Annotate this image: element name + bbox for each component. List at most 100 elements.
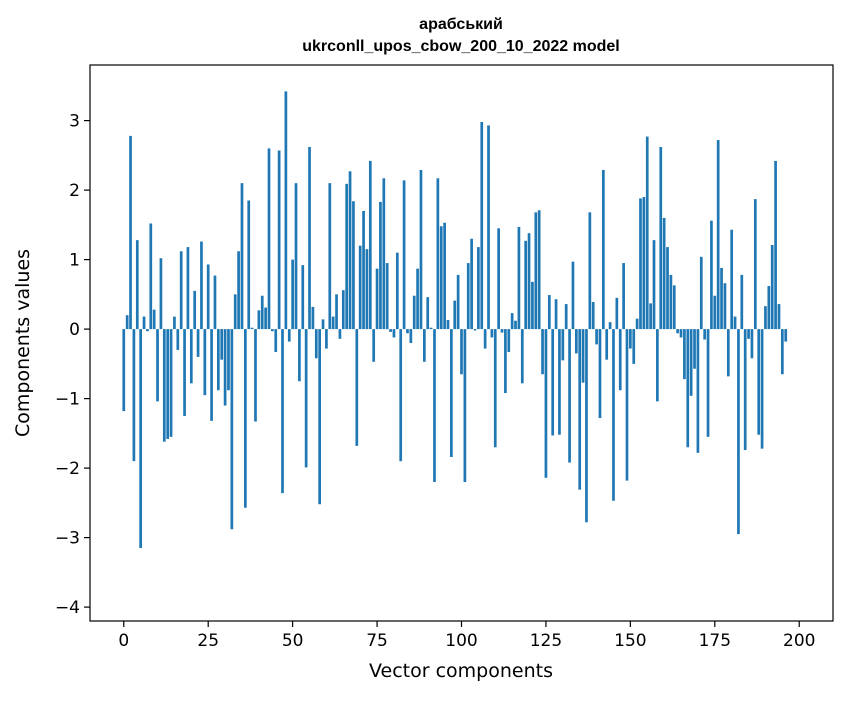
bars-group	[122, 91, 788, 549]
bar	[321, 319, 325, 330]
bar	[382, 178, 386, 330]
bar	[493, 329, 497, 448]
bar	[237, 251, 240, 330]
bar	[463, 329, 467, 482]
bar	[693, 329, 696, 369]
bar	[699, 256, 703, 330]
bar	[325, 329, 328, 349]
bar	[473, 329, 477, 331]
x-tick-label: 125	[530, 631, 562, 651]
x-tick-label: 150	[614, 631, 646, 651]
bar	[392, 329, 396, 338]
x-tick-label: 100	[445, 631, 477, 651]
bar	[504, 329, 507, 394]
bar	[710, 220, 713, 330]
bar	[298, 329, 301, 382]
bar	[487, 125, 490, 330]
bar	[125, 315, 129, 330]
x-tick-label: 25	[197, 631, 219, 651]
bar	[318, 329, 321, 505]
y-tick-label: 3	[69, 112, 80, 132]
bar	[740, 274, 744, 330]
bar	[510, 313, 514, 330]
bar	[423, 329, 426, 362]
bar	[676, 329, 679, 334]
bar	[152, 309, 156, 330]
bar	[544, 329, 548, 478]
bar	[541, 329, 544, 375]
y-axis-label: Components values	[12, 249, 34, 437]
x-tick-label: 200	[783, 631, 815, 651]
bar	[598, 329, 602, 419]
bar	[247, 200, 251, 330]
bar	[460, 329, 463, 375]
bar	[301, 265, 305, 330]
bar	[507, 329, 511, 353]
y-tick-label: 1	[69, 251, 80, 271]
bar	[581, 329, 585, 383]
bar	[588, 212, 592, 330]
bar	[453, 300, 457, 330]
bar	[639, 198, 642, 330]
bar	[514, 320, 517, 330]
bar	[345, 183, 349, 330]
bar	[750, 329, 754, 359]
bar	[605, 329, 609, 360]
bar	[274, 329, 278, 353]
bar	[585, 329, 588, 523]
bar	[264, 307, 267, 330]
bar	[176, 329, 180, 350]
bar	[355, 329, 359, 446]
x-tick-label: 175	[699, 631, 731, 651]
bar	[524, 240, 528, 330]
x-tick-label: 75	[366, 631, 388, 651]
bar	[568, 329, 571, 463]
bar	[720, 267, 723, 330]
bar	[412, 295, 416, 330]
bar	[132, 329, 136, 462]
bar	[183, 329, 186, 416]
bar	[402, 180, 406, 330]
bar	[331, 316, 335, 330]
bar	[122, 329, 126, 412]
bar	[149, 223, 153, 330]
bar	[483, 329, 487, 349]
bar	[679, 329, 683, 338]
bar	[257, 310, 261, 330]
bar	[629, 329, 632, 349]
bar	[166, 329, 170, 439]
bar	[757, 329, 761, 435]
bar	[233, 294, 237, 330]
bar	[146, 329, 149, 332]
x-tick-label: 0	[118, 631, 129, 651]
bar	[426, 297, 430, 330]
bar	[385, 263, 389, 330]
y-tick-label: 2	[69, 181, 80, 201]
bar	[612, 329, 615, 501]
bar	[625, 329, 629, 481]
bar	[683, 329, 686, 380]
bar	[527, 233, 531, 330]
bar	[328, 183, 332, 330]
chart-title-line-1: арабський	[419, 16, 503, 33]
bar	[490, 329, 494, 338]
bar	[244, 329, 247, 508]
bar	[230, 329, 234, 530]
bar	[348, 171, 352, 330]
bar	[379, 201, 382, 330]
bar	[517, 226, 521, 330]
bar	[477, 247, 480, 330]
bar	[737, 329, 740, 535]
bar	[622, 263, 625, 330]
bar	[213, 275, 217, 330]
bar	[537, 210, 541, 330]
bar	[200, 241, 203, 330]
bar	[649, 303, 652, 330]
bar	[470, 238, 473, 330]
bar	[652, 240, 656, 330]
bar	[645, 136, 649, 330]
bar	[352, 201, 355, 330]
bar	[500, 329, 504, 333]
y-axis-ticks: −4 −3 −2 −1 0 1 2 3	[55, 112, 90, 618]
